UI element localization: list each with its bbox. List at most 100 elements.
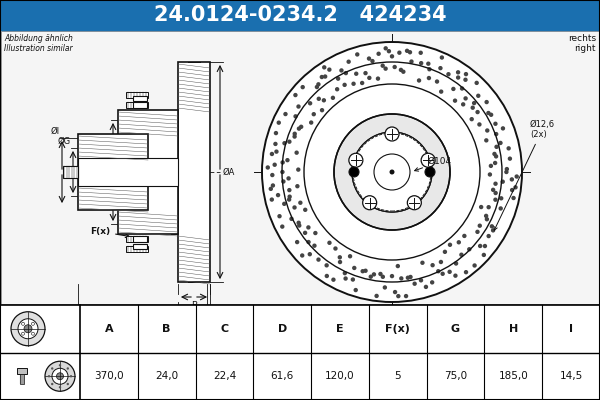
Circle shape — [270, 173, 275, 177]
Circle shape — [334, 114, 450, 230]
Circle shape — [280, 160, 285, 165]
Circle shape — [287, 197, 292, 202]
Circle shape — [327, 68, 332, 72]
Circle shape — [493, 191, 498, 195]
Circle shape — [404, 294, 408, 298]
Circle shape — [494, 145, 499, 149]
Circle shape — [280, 170, 284, 174]
Circle shape — [364, 71, 368, 75]
Circle shape — [385, 127, 399, 141]
Circle shape — [425, 167, 435, 177]
Circle shape — [349, 153, 363, 167]
Text: 185,0: 185,0 — [499, 371, 528, 381]
Circle shape — [456, 75, 460, 80]
Circle shape — [277, 120, 281, 125]
Bar — [20, 374, 24, 384]
Text: 120,0: 120,0 — [325, 371, 355, 381]
Bar — [126, 102, 148, 108]
Circle shape — [393, 290, 397, 294]
Circle shape — [494, 154, 498, 158]
Circle shape — [475, 81, 479, 85]
Circle shape — [440, 55, 444, 60]
Circle shape — [374, 154, 410, 190]
Bar — [0, 30, 600, 305]
Circle shape — [472, 101, 476, 105]
Circle shape — [269, 197, 274, 202]
Text: C: C — [220, 324, 229, 334]
Circle shape — [478, 224, 482, 228]
Circle shape — [360, 81, 364, 85]
Circle shape — [335, 87, 340, 92]
Bar — [118, 110, 178, 234]
Text: 75,0: 75,0 — [444, 371, 467, 381]
Circle shape — [453, 98, 457, 103]
Bar — [133, 244, 147, 249]
Circle shape — [298, 200, 302, 205]
Circle shape — [424, 285, 428, 289]
Text: B: B — [163, 324, 171, 334]
Circle shape — [362, 196, 377, 210]
Circle shape — [303, 231, 307, 235]
Circle shape — [396, 294, 401, 298]
Circle shape — [352, 82, 356, 86]
Circle shape — [45, 361, 75, 391]
Circle shape — [515, 174, 519, 179]
Circle shape — [407, 196, 421, 210]
Circle shape — [490, 224, 494, 228]
Circle shape — [479, 205, 484, 209]
Circle shape — [31, 332, 34, 335]
Circle shape — [287, 140, 292, 144]
Circle shape — [499, 196, 503, 200]
Circle shape — [475, 230, 479, 234]
Circle shape — [67, 383, 69, 385]
Circle shape — [399, 68, 403, 72]
Circle shape — [18, 319, 38, 339]
Circle shape — [484, 214, 488, 218]
Circle shape — [426, 62, 431, 66]
Circle shape — [484, 138, 488, 142]
Circle shape — [419, 278, 423, 282]
Circle shape — [339, 68, 344, 73]
Circle shape — [509, 177, 514, 182]
Circle shape — [331, 96, 335, 100]
Text: 5: 5 — [394, 371, 401, 381]
Circle shape — [376, 52, 381, 56]
Circle shape — [500, 180, 505, 184]
Circle shape — [323, 74, 328, 79]
Circle shape — [409, 275, 413, 279]
Circle shape — [430, 280, 434, 284]
Text: ØE: ØE — [99, 168, 111, 176]
Circle shape — [493, 198, 497, 202]
Text: Abbildung ähnlich
Illustration similar: Abbildung ähnlich Illustration similar — [4, 34, 73, 53]
Circle shape — [355, 52, 359, 57]
Circle shape — [344, 71, 348, 75]
Circle shape — [374, 294, 379, 298]
Circle shape — [311, 112, 316, 116]
Circle shape — [420, 260, 425, 265]
Circle shape — [348, 254, 352, 258]
Circle shape — [392, 65, 397, 69]
Circle shape — [409, 59, 413, 64]
Text: F(x): F(x) — [90, 227, 129, 238]
Circle shape — [504, 170, 509, 174]
Circle shape — [364, 268, 368, 273]
Circle shape — [457, 240, 461, 244]
Circle shape — [70, 375, 72, 378]
Text: C (MTH): C (MTH) — [215, 306, 251, 314]
Circle shape — [508, 156, 512, 161]
Circle shape — [59, 364, 61, 366]
Circle shape — [303, 208, 307, 212]
Circle shape — [309, 120, 313, 125]
Circle shape — [352, 132, 432, 212]
Circle shape — [325, 274, 329, 278]
Circle shape — [343, 83, 347, 87]
Circle shape — [493, 122, 497, 126]
Circle shape — [372, 272, 376, 276]
Circle shape — [506, 146, 511, 150]
Circle shape — [485, 128, 490, 133]
Circle shape — [51, 383, 53, 385]
Circle shape — [297, 126, 301, 131]
Circle shape — [397, 50, 401, 55]
Text: 22,4: 22,4 — [213, 371, 236, 381]
Circle shape — [470, 117, 474, 121]
